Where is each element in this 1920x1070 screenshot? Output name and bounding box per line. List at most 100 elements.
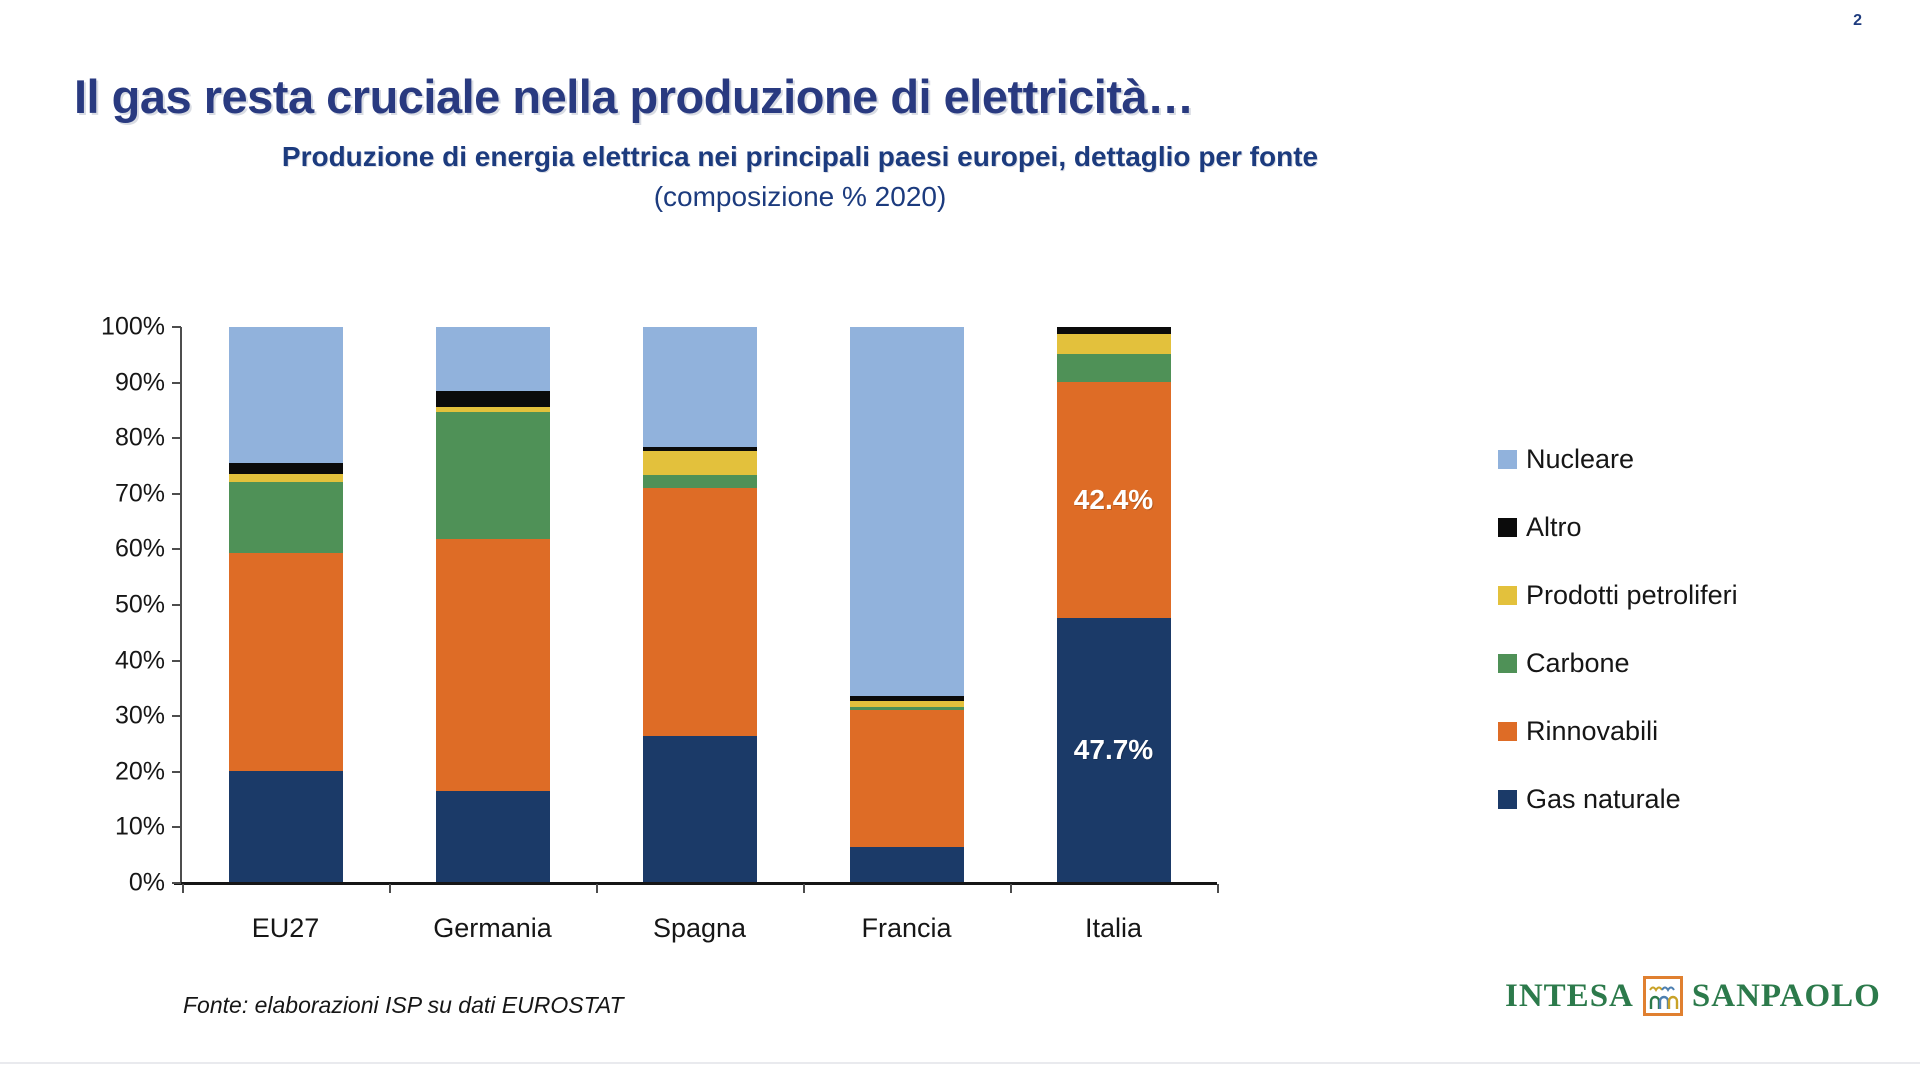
y-axis-tick: [172, 326, 181, 328]
stacked-bar: [435, 327, 550, 883]
bar-segment-altro: [849, 696, 964, 701]
y-axis-tick-label: 60%: [114, 534, 165, 563]
bar-segment-nucleare: [642, 327, 757, 447]
y-axis-tick: [172, 548, 181, 551]
legend-swatch-icon: [1498, 654, 1517, 673]
chart-title-line1: Produzione di energia elettrica nei prin…: [281, 141, 1319, 172]
chart-legend: Nucleare Altro Prodotti petroliferi Carbone…: [1498, 444, 1738, 852]
legend-item-prodotti-petroliferi: Prodotti petroliferi: [1498, 580, 1738, 611]
bar-segment-gas-naturale: [849, 846, 964, 883]
bar-segment-gas-naturale: [228, 770, 343, 883]
y-axis-tick-label: 70%: [114, 479, 165, 508]
stacked-bar: [228, 327, 343, 883]
y-axis-tick: [172, 604, 181, 606]
legend-label: Carbone: [1526, 648, 1630, 678]
y-axis-tick: [172, 715, 181, 718]
slide-title: Il gas resta cruciale nella produzione d…: [74, 70, 1194, 124]
y-axis-tick-label: 50%: [114, 590, 165, 619]
bar-segment-carbone: [435, 412, 550, 540]
bar-segment-altro: [642, 446, 757, 452]
legend-swatch-icon: [1498, 518, 1517, 537]
x-axis-category-label: EU27: [251, 913, 320, 943]
x-axis-category-label: Italia: [1084, 913, 1143, 943]
y-axis-tick-label: 30%: [114, 701, 165, 730]
stacked-bar: 47.7% 42.4%: [1056, 327, 1171, 883]
legend-label: Nucleare: [1526, 444, 1635, 474]
x-axis-line: [174, 882, 1217, 885]
bar-segment-prodotti-petroliferi: [642, 451, 757, 475]
bar-column-italia: 47.7% 42.4%: [1010, 327, 1217, 883]
legend-label: Altro: [1526, 512, 1582, 542]
x-axis-tick: [1010, 884, 1012, 893]
legend-label: Prodotti petroliferi: [1526, 580, 1738, 610]
y-axis-tick-label: 80%: [114, 423, 165, 452]
chart-title: Produzione di energia elettrica nei prin…: [0, 141, 1600, 213]
legend-swatch-icon: [1498, 790, 1517, 809]
source-note: Fonte: elaborazioni ISP su dati EUROSTAT: [183, 992, 624, 1018]
legend-swatch-icon: [1498, 450, 1517, 469]
bar-segment-altro: [228, 462, 343, 475]
bar-segment-nucleare: [228, 327, 343, 463]
logo-text-sanpaolo: SANPAOLO: [1691, 977, 1881, 1014]
y-axis-tick: [172, 437, 181, 440]
x-axis-labels: EU27 Germania Spagna Francia Italia: [182, 913, 1217, 944]
logo-text-intesa: INTESA: [1505, 977, 1634, 1014]
legend-swatch-icon: [1498, 586, 1517, 605]
legend-item-carbone: Carbone: [1498, 648, 1738, 679]
stacked-bar: [642, 327, 757, 883]
y-axis-line: [180, 327, 182, 883]
bar-segment-carbone: [849, 706, 964, 711]
y-axis-tick: [172, 659, 181, 662]
plot-area: 47.7% 42.4%: [182, 327, 1217, 883]
aqueduct-icon: [1642, 976, 1683, 1016]
bar-segment-gas-naturale: [642, 735, 757, 883]
legend-label: Gas naturale: [1526, 784, 1681, 814]
bar-value-label: 47.7%: [1073, 734, 1154, 766]
y-axis-tick-label: 0%: [128, 868, 165, 897]
page-number: 2: [1853, 12, 1862, 29]
x-axis-category-label: Francia: [861, 913, 952, 943]
bar-column-eu27: [182, 327, 389, 883]
x-axis-tick: [1217, 884, 1219, 893]
bar-column-germania: [389, 327, 596, 883]
stacked-bar-chart: 47.7% 42.4% EU27 Germania Spagna Francia Ital…: [101, 313, 1219, 943]
chart-title-line2: (composizione % 2020): [653, 181, 947, 212]
y-axis-tick-label: 100%: [101, 312, 165, 341]
bar-segment-altro: [435, 390, 550, 408]
y-axis-tick-label: 10%: [114, 812, 165, 841]
x-axis-category-label: Spagna: [652, 913, 747, 943]
bar-segment-rinnovabili: 42.4%: [1056, 382, 1171, 618]
legend-item-rinnovabili: Rinnovabili: [1498, 716, 1738, 747]
legend-swatch-icon: [1498, 722, 1517, 741]
y-axis-tick: [172, 381, 181, 384]
bar-segment-nucleare: [849, 327, 964, 697]
bar-segment-prodotti-petroliferi: [1056, 333, 1171, 355]
legend-label: Rinnovabili: [1526, 716, 1659, 746]
y-axis-tick: [172, 882, 181, 884]
bar-segment-rinnovabili: [642, 488, 757, 736]
y-axis-tick-label: 40%: [114, 646, 165, 675]
bar-segment-rinnovabili: [435, 539, 550, 792]
bar-column-spagna: [596, 327, 803, 883]
bar-segment-rinnovabili: [849, 710, 964, 847]
bar-value-label: 42.4%: [1073, 483, 1154, 515]
legend-item-nucleare: Nucleare: [1498, 444, 1738, 475]
bar-segment-prodotti-petroliferi: [435, 407, 550, 413]
y-axis-tick: [172, 826, 181, 829]
y-axis-tick-label: 90%: [114, 368, 165, 397]
x-axis-tick: [182, 884, 184, 893]
bar-segment-prodotti-petroliferi: [228, 474, 343, 483]
legend-item-gas-naturale: Gas naturale: [1498, 784, 1738, 815]
bar-segment-prodotti-petroliferi: [849, 700, 964, 707]
bar-segment-gas-naturale: 47.7%: [1056, 617, 1171, 883]
stacked-bar: [849, 327, 964, 883]
bar-segment-rinnovabili: [228, 552, 343, 771]
legend-item-altro: Altro: [1498, 512, 1738, 543]
x-axis-tick: [803, 884, 805, 893]
bar-column-francia: [803, 327, 1010, 883]
bar-segment-nucleare: [435, 327, 550, 391]
bar-segment-carbone: [228, 482, 343, 553]
y-axis-tick: [172, 770, 181, 773]
bar-segment-carbone: [642, 474, 757, 489]
bar-segment-carbone: [1056, 354, 1171, 383]
